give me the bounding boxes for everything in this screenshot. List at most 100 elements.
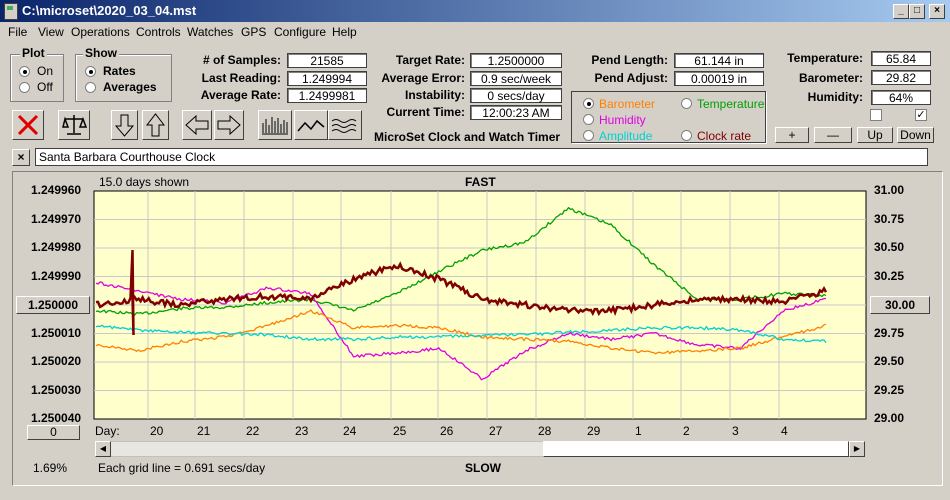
center-rate-button[interactable]: 1.250000: [16, 296, 90, 314]
wave-icon: [331, 119, 357, 133]
day-prefix: Day:: [95, 424, 120, 438]
y-right-tick-label: 30.75: [874, 211, 905, 226]
close-window-button[interactable]: ×: [929, 4, 945, 19]
y-right-tick-label: 29.25: [874, 382, 905, 397]
humidity-label: Humidity:: [807, 90, 863, 104]
bar-graph-icon: [262, 117, 288, 135]
menu-operations[interactable]: Operations: [71, 25, 130, 39]
scroll-right-arrow[interactable]: ▶: [849, 441, 865, 457]
show-averages-radio[interactable]: [85, 82, 96, 93]
plot-on-radio[interactable]: [19, 66, 30, 77]
x-day-tick-label: 20: [150, 424, 164, 438]
pend-length-value: 61.144 in: [674, 53, 764, 68]
scrollbar-thumb[interactable]: [543, 441, 849, 457]
x-day-tick-label: 21: [197, 424, 211, 438]
pend-adjust-value: 0.00019 in: [674, 71, 764, 86]
x-day-tick-label: 27: [489, 424, 503, 438]
pend-length-label: Pend Length:: [591, 53, 668, 67]
checkbox-right[interactable]: ✓: [915, 109, 927, 121]
fast-label: FAST: [465, 175, 496, 189]
series-clock-rate-radio[interactable]: [681, 130, 692, 141]
y-left-tick-label: 1.249980: [31, 240, 82, 254]
series-amplitude-label: Amplitude: [599, 129, 653, 143]
checkbox-left[interactable]: [870, 109, 882, 121]
target-rate-label: Target Rate:: [395, 53, 465, 67]
show-group: [75, 54, 172, 102]
scroll-down-button[interactable]: [111, 110, 138, 140]
menu-file[interactable]: File: [8, 25, 28, 39]
down-button[interactable]: Down: [897, 127, 934, 143]
y-right-tick-label: 31.00: [874, 183, 905, 197]
clear-clock-button[interactable]: ×: [12, 149, 30, 166]
plot-off-label: Off: [37, 80, 53, 94]
menu-view[interactable]: View: [38, 25, 64, 39]
scroll-right-button[interactable]: [214, 110, 244, 140]
percent-readout: 1.69%: [33, 461, 68, 475]
series-temperature-radio[interactable]: [681, 98, 692, 109]
menu-help[interactable]: Help: [332, 25, 357, 39]
minimize-button[interactable]: _: [893, 4, 909, 19]
minus-button[interactable]: —: [814, 127, 852, 143]
scroll-left-button[interactable]: [182, 110, 212, 140]
average-error-label: Average Error:: [381, 71, 465, 85]
x-day-tick-label: 26: [440, 424, 454, 438]
scroll-left-arrow[interactable]: ◀: [95, 441, 111, 457]
slow-label: SLOW: [465, 461, 501, 475]
series-humidity-radio[interactable]: [583, 114, 594, 125]
average-rate-label: Average Rate:: [200, 88, 281, 102]
zero-button[interactable]: 0: [27, 425, 80, 440]
y-right-tick-label: 29.50: [874, 354, 905, 368]
series-temperature-label: Temperature: [697, 97, 765, 111]
average-rate-value: 1.2499981: [287, 88, 367, 103]
arrow-left-icon: [185, 114, 209, 136]
stop-button[interactable]: [12, 110, 44, 140]
plot-group-title: Plot: [20, 46, 47, 60]
series-amplitude-radio[interactable]: [583, 130, 594, 141]
x-day-tick-label: 29: [587, 424, 601, 438]
x-day-tick-label: 25: [393, 424, 407, 438]
series-select-box: [571, 91, 766, 143]
up-button[interactable]: Up: [857, 127, 893, 143]
menu-controls[interactable]: Controls: [136, 25, 181, 39]
y-left-tick-label: 1.250030: [31, 382, 82, 397]
average-error-value: 0.9 sec/week: [470, 71, 562, 86]
series-line-barometer: [95, 309, 827, 355]
menu-gps[interactable]: GPS: [241, 25, 267, 39]
plus-button[interactable]: +: [775, 127, 809, 143]
plot-off-radio[interactable]: [19, 82, 30, 93]
right-scale-button[interactable]: 30.00: [870, 296, 930, 314]
plot-on-label: On: [37, 64, 54, 78]
menu-configure[interactable]: Configure: [274, 25, 327, 39]
show-group-title: Show: [83, 46, 119, 60]
instability-value: 0 secs/day: [470, 88, 562, 103]
bars-view-button[interactable]: [258, 110, 292, 140]
x-day-tick-label: 2: [683, 424, 690, 438]
show-rates-radio[interactable]: [85, 66, 96, 77]
maximize-button[interactable]: □: [909, 4, 925, 19]
menu-watches[interactable]: Watches: [187, 25, 234, 39]
arrow-right-icon: [217, 114, 241, 136]
app-icon: [4, 3, 18, 20]
x-day-tick-label: 22: [246, 424, 260, 438]
scroll-up-button[interactable]: [142, 110, 169, 140]
y-left-tick-label: 1.250040: [31, 411, 82, 425]
series-clock-rate-label: Clock rate: [697, 129, 752, 143]
days-shown-label: 15.0 days shown: [99, 175, 190, 189]
show-rates-label: Rates: [103, 64, 136, 78]
x-day-tick-label: 24: [343, 424, 357, 438]
line-view-button[interactable]: [294, 110, 328, 140]
clock-name-field[interactable]: Santa Barbara Courthouse Clock: [35, 148, 928, 166]
title-bar: [0, 0, 950, 22]
wave-view-button[interactable]: [328, 110, 362, 140]
balance-button[interactable]: [58, 110, 90, 140]
scales-icon: [62, 115, 88, 135]
x-day-tick-label: 4: [781, 424, 788, 438]
x-day-tick-label: 28: [538, 424, 552, 438]
line-graph-icon: [297, 119, 325, 132]
series-barometer-radio[interactable]: [583, 98, 594, 109]
x-day-tick-label: 23: [295, 424, 309, 438]
y-left-tick-label: 1.250020: [31, 354, 82, 368]
barometer-label: Barometer:: [798, 71, 863, 85]
target-rate-value: 1.2500000: [470, 53, 562, 68]
barometer-value: 29.82: [871, 70, 931, 85]
